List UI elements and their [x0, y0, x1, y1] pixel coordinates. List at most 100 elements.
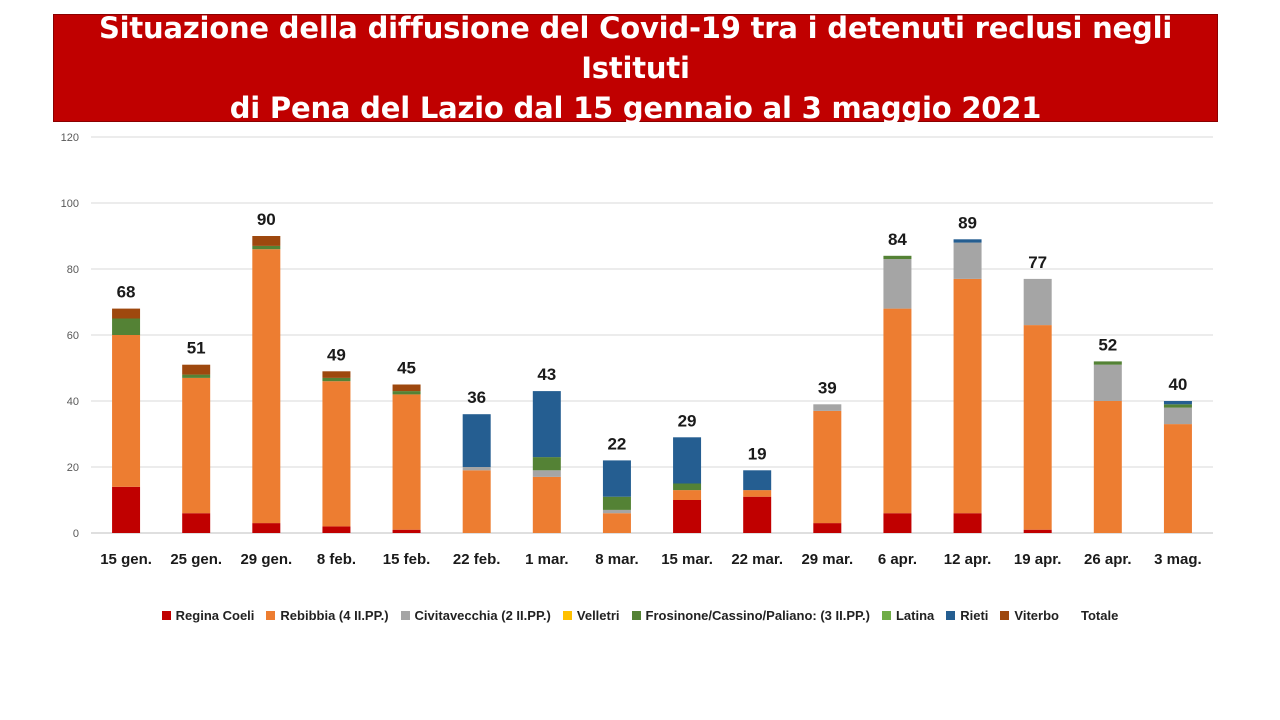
legend-swatch	[881, 610, 891, 620]
chart-legend: Regina Coeli Rebibbia (4 II.PP.) Civitavec…	[0, 604, 1280, 626]
bar-segment	[883, 308, 912, 514]
bar-segment	[532, 476, 561, 533]
y-tick-label: 0	[73, 528, 79, 540]
legend-swatch	[1000, 610, 1010, 620]
legend-item: Rebibbia (4 II.PP.)	[266, 608, 389, 623]
bar-segment	[322, 371, 351, 378]
total-data-label: 45	[397, 359, 416, 378]
total-data-label: 90	[257, 210, 276, 229]
legend-swatch	[562, 610, 572, 620]
chart-title-line-1: Situazione della diffusione del Covid-19…	[98, 11, 1173, 85]
x-tick-label: 12 apr.	[944, 551, 992, 568]
title-banner: Situazione della diffusione del Covid-19…	[53, 11, 1218, 125]
bar-segment	[112, 308, 141, 319]
y-tick-label: 120	[61, 132, 79, 144]
bar-segment	[602, 513, 631, 533]
bar-segment	[953, 242, 982, 279]
x-tick-label: 25 gen.	[170, 551, 222, 568]
chart-title: Situazione della diffusione del Covid-19…	[66, 8, 1206, 128]
legend-label: Latina	[895, 607, 935, 623]
bar-segment	[602, 509, 631, 514]
total-data-label: 68	[117, 283, 136, 302]
y-tick-label: 60	[67, 330, 79, 342]
bar-segment	[813, 410, 842, 524]
bar-segment	[322, 381, 351, 527]
legend-label: Civitavecchia (2 II.PP.)	[414, 607, 551, 623]
total-data-label: 22	[607, 434, 626, 453]
bar-segment	[743, 490, 772, 497]
bar-segment	[252, 236, 281, 246]
y-tick-label: 100	[61, 198, 79, 210]
total-data-label: 84	[888, 230, 907, 249]
bar-segment	[182, 374, 211, 378]
total-data-label: 19	[748, 444, 767, 463]
bar-segment	[1163, 407, 1192, 425]
total-data-label: 43	[537, 365, 556, 384]
bar-segment	[602, 496, 631, 510]
chart-title-line-2: di Pena del Lazio dal 15 gennaio al 3 ma…	[229, 91, 1042, 125]
bar-segment	[673, 490, 702, 500]
x-tick-label: 29 gen.	[240, 551, 292, 568]
bar-segment	[392, 391, 421, 395]
legend-item: Frosinone/Cassino/Paliano: (3 II.PP.)	[631, 608, 870, 623]
bar-segment	[112, 335, 141, 487]
x-tick-label: 22 mar.	[731, 551, 783, 568]
legend-item: Regina Coeli	[161, 607, 255, 623]
bar-segment	[673, 500, 702, 533]
bar-segment	[1023, 325, 1052, 530]
bar-segment	[462, 414, 491, 467]
bar-segment	[953, 513, 982, 533]
legend-label: Rieti	[960, 607, 989, 623]
total-data-label: 39	[818, 378, 837, 397]
legend-label: Regina Coeli	[175, 607, 255, 623]
legend-label: Velletri	[576, 607, 620, 623]
x-tick-label: 19 apr.	[1014, 551, 1062, 568]
bar-segment	[1163, 404, 1192, 408]
legend-label: Viterbo	[1014, 607, 1059, 623]
legend-swatch	[161, 610, 171, 620]
bar-segment	[743, 496, 772, 533]
total-data-label: 36	[467, 388, 486, 407]
total-data-label: 52	[1098, 335, 1117, 354]
legend-swatch	[266, 610, 276, 620]
legend-item: Civitavecchia (2 II.PP.)	[400, 607, 551, 623]
total-data-label: 89	[958, 213, 977, 232]
bar-segment	[392, 394, 421, 530]
bar-segment	[462, 467, 491, 471]
bar-segment	[392, 529, 421, 533]
legend-item: Rieti	[946, 608, 988, 623]
y-tick-label: 20	[67, 462, 79, 474]
bar-segment	[743, 470, 772, 491]
bar-segment	[813, 404, 842, 411]
legend-swatch	[400, 610, 410, 620]
x-tick-label: 6 apr.	[878, 551, 917, 568]
bar-segment	[182, 513, 211, 533]
bar-segment	[182, 364, 211, 375]
bar-segment	[322, 526, 351, 533]
bar-segment	[883, 255, 912, 260]
x-tick-label: 8 feb.	[317, 551, 356, 568]
bar-segment	[1093, 361, 1122, 365]
bar-segment	[1163, 401, 1192, 405]
x-tick-label: 29 mar.	[801, 551, 853, 568]
y-tick-label: 40	[67, 396, 79, 408]
bar-segment	[532, 391, 561, 458]
total-data-label: 40	[1168, 375, 1187, 394]
bar-segment	[112, 486, 141, 533]
bar-segment	[532, 470, 561, 477]
x-tick-label: 8 mar.	[595, 551, 638, 568]
bar-segment	[462, 470, 491, 533]
y-tick-label: 80	[67, 264, 79, 276]
bar-segment	[1023, 278, 1052, 326]
bar-segment	[813, 523, 842, 533]
bar-segment	[1093, 401, 1122, 533]
legend-item-totale: Totale	[1080, 607, 1119, 623]
bar-segment	[252, 249, 281, 524]
bar-segment	[1163, 424, 1192, 533]
legend-swatch	[946, 610, 956, 620]
bar-segment	[1093, 364, 1122, 401]
bar-segment	[182, 377, 211, 514]
legend-item: Latina	[881, 607, 935, 623]
bar-segment	[883, 259, 912, 309]
